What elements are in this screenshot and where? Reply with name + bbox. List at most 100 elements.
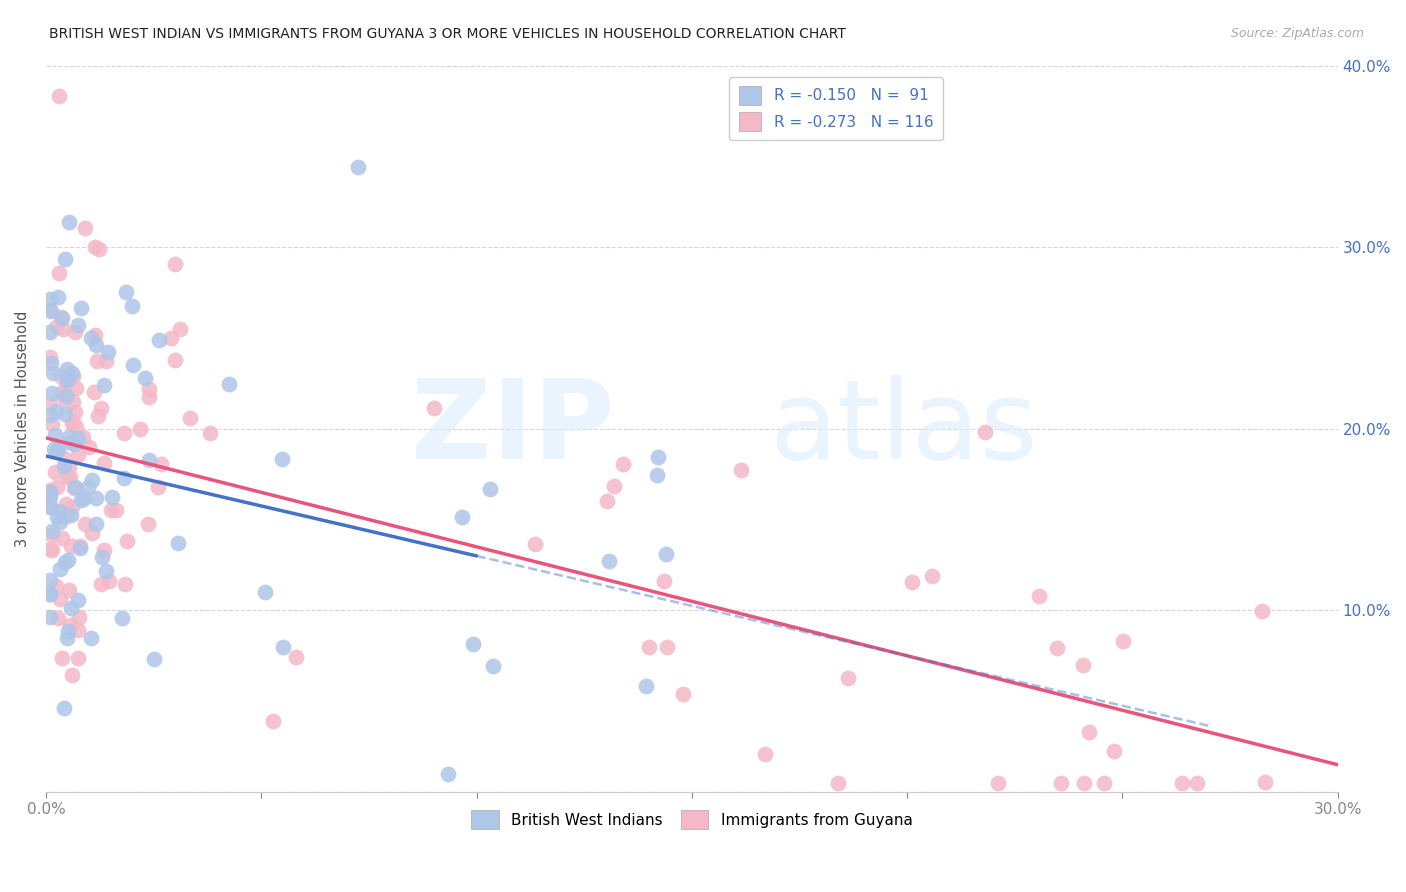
- Point: [655, 547, 678, 561]
- Point: [166, 536, 188, 550]
- Point: [55, 377, 77, 392]
- Point: [730, 463, 752, 477]
- Point: [39, 396, 62, 410]
- Point: [58, 583, 80, 598]
- Point: [94, 564, 117, 578]
- Point: [112, 471, 135, 485]
- Point: [66, 318, 89, 332]
- Point: [90, 577, 112, 591]
- Point: [262, 714, 284, 728]
- Point: [48, 504, 70, 518]
- Point: [72, 430, 94, 444]
- Point: [55, 631, 77, 645]
- Point: [90, 401, 112, 415]
- Point: [51, 310, 73, 325]
- Point: [1073, 657, 1095, 672]
- Point: [52, 700, 75, 714]
- Point: [754, 747, 776, 761]
- Point: [80, 526, 103, 541]
- Point: [1092, 776, 1115, 790]
- Point: [169, 322, 191, 336]
- Point: [134, 370, 156, 384]
- Point: [1104, 744, 1126, 758]
- Point: [84, 327, 107, 342]
- Point: [987, 776, 1010, 790]
- Point: [39, 485, 62, 500]
- Point: [79, 440, 101, 454]
- Point: [636, 679, 658, 693]
- Point: [1028, 589, 1050, 603]
- Point: [76, 480, 98, 494]
- Point: [49, 562, 72, 576]
- Point: [115, 533, 138, 548]
- Point: [65, 381, 87, 395]
- Point: [93, 377, 115, 392]
- Point: [65, 480, 87, 494]
- Point: [67, 609, 90, 624]
- Point: [39, 574, 62, 588]
- Point: [56, 372, 79, 386]
- Point: [49, 592, 72, 607]
- Point: [900, 574, 922, 589]
- Point: [270, 451, 292, 466]
- Point: [46, 290, 69, 304]
- Point: [45, 319, 67, 334]
- Point: [41, 543, 63, 558]
- Point: [60, 601, 83, 615]
- Point: [39, 304, 62, 318]
- Point: [200, 426, 222, 441]
- Point: [42, 442, 65, 456]
- Point: [645, 467, 668, 482]
- Point: [51, 368, 73, 383]
- Point: [55, 470, 77, 484]
- Point: [101, 490, 124, 504]
- Point: [165, 257, 187, 271]
- Point: [652, 574, 675, 588]
- Point: [52, 321, 75, 335]
- Point: [179, 411, 201, 425]
- Point: [284, 650, 307, 665]
- Point: [45, 404, 67, 418]
- Point: [83, 385, 105, 400]
- Point: [69, 540, 91, 554]
- Text: Source: ZipAtlas.com: Source: ZipAtlas.com: [1230, 27, 1364, 40]
- Point: [69, 301, 91, 315]
- Point: [1171, 776, 1194, 790]
- Point: [672, 687, 695, 701]
- Point: [59, 539, 82, 553]
- Point: [523, 537, 546, 551]
- Point: [56, 624, 79, 638]
- Point: [53, 555, 76, 569]
- Point: [87, 409, 110, 423]
- Point: [70, 492, 93, 507]
- Point: [39, 356, 62, 370]
- Point: [105, 502, 128, 516]
- Point: [67, 431, 90, 445]
- Point: [62, 415, 84, 429]
- Point: [63, 405, 86, 419]
- Point: [1073, 776, 1095, 790]
- Point: [56, 552, 79, 566]
- Point: [51, 386, 73, 401]
- Point: [39, 500, 62, 514]
- Point: [46, 509, 69, 524]
- Point: [837, 671, 859, 685]
- Point: [482, 659, 505, 673]
- Point: [93, 542, 115, 557]
- Point: [60, 416, 83, 430]
- Point: [346, 160, 368, 174]
- Text: atlas: atlas: [769, 376, 1038, 483]
- Point: [100, 503, 122, 517]
- Point: [53, 408, 76, 422]
- Point: [66, 623, 89, 637]
- Point: [55, 497, 77, 511]
- Point: [39, 587, 62, 601]
- Point: [60, 366, 83, 380]
- Point: [596, 494, 619, 508]
- Point: [51, 651, 73, 665]
- Point: [65, 420, 87, 434]
- Legend: British West Indians, Immigrants from Guyana: British West Indians, Immigrants from Gu…: [465, 805, 918, 835]
- Point: [66, 650, 89, 665]
- Point: [165, 352, 187, 367]
- Point: [59, 618, 82, 632]
